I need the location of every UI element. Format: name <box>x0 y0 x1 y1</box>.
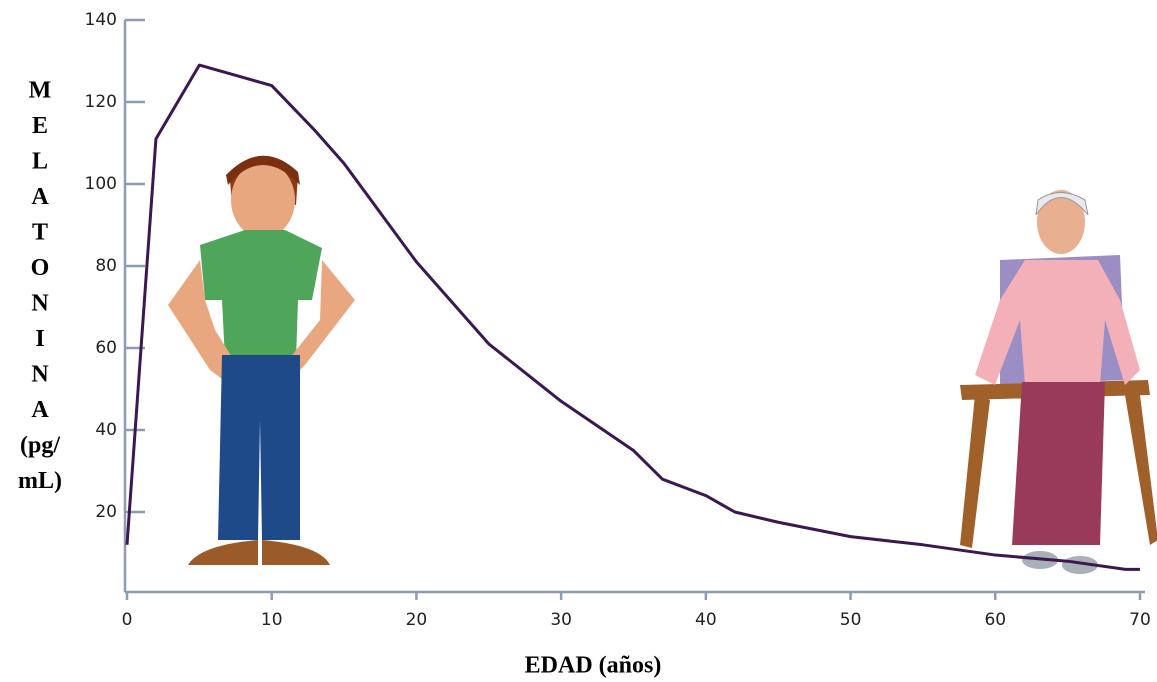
y-axis-label: N <box>31 291 49 317</box>
x-tick-label: 70 <box>1129 610 1151 630</box>
x-tick-label: 40 <box>695 610 717 630</box>
y-tick-label: 80 <box>95 256 117 276</box>
x-axis-label: EDAD (años) <box>525 653 662 679</box>
woman-illustration <box>960 190 1157 574</box>
y-axis-label: I <box>35 326 44 352</box>
y-axis-label: E <box>32 113 48 139</box>
y-axis-label: T <box>32 220 48 246</box>
y-axis-label: mL) <box>18 468 62 494</box>
boy-illustration <box>168 156 355 565</box>
y-tick-label: 40 <box>95 420 117 440</box>
y-axis-label: L <box>32 149 48 175</box>
y-tick-label: 120 <box>85 92 117 112</box>
y-tick-label: 60 <box>95 338 117 358</box>
y-axis-label: (pg/ <box>20 433 60 459</box>
chart: 20406080100120140010203040506070MELATONI… <box>0 0 1157 682</box>
x-tick-label: 30 <box>550 610 572 630</box>
x-tick-label: 60 <box>984 610 1006 630</box>
y-tick-label: 140 <box>85 10 117 30</box>
y-tick-label: 20 <box>95 502 117 522</box>
x-tick-label: 10 <box>261 610 283 630</box>
y-axis-label: A <box>31 397 49 423</box>
y-tick-label: 100 <box>85 174 117 194</box>
y-axis-label: A <box>31 184 49 210</box>
y-axis-label: M <box>29 78 52 104</box>
y-axis-label: O <box>31 255 50 281</box>
x-tick-label: 50 <box>840 610 862 630</box>
x-tick-label: 0 <box>122 610 133 630</box>
x-tick-label: 20 <box>406 610 428 630</box>
y-axis-label: N <box>31 362 49 388</box>
